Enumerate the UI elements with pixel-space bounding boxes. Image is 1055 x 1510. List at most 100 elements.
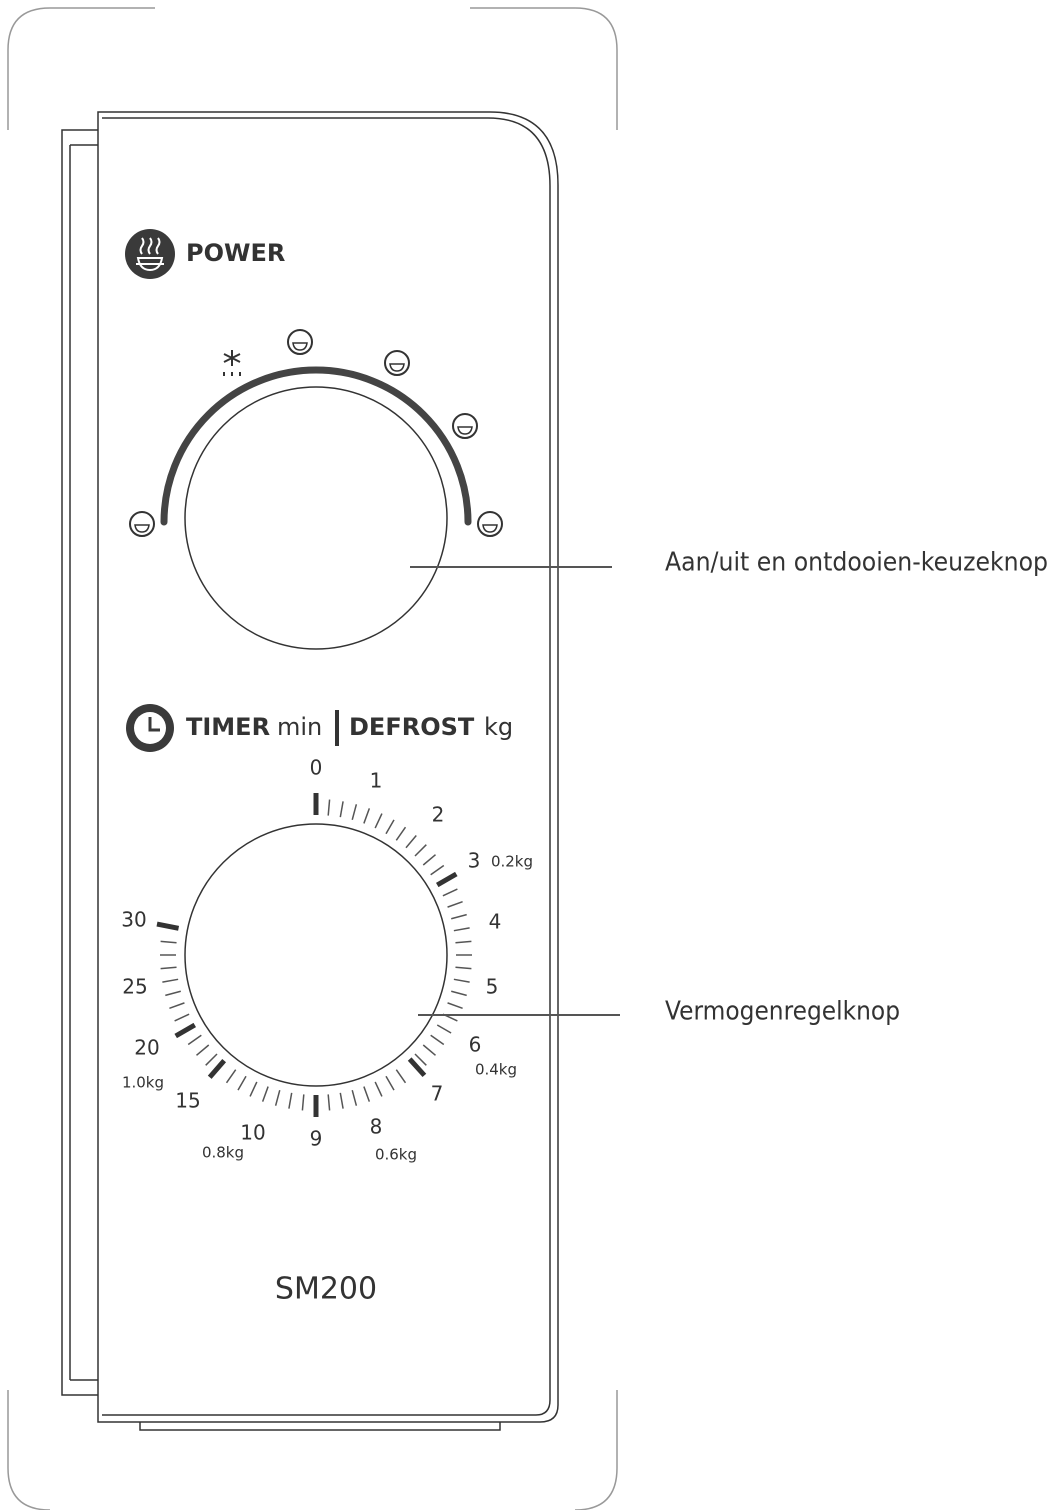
tick	[363, 1086, 371, 1102]
dial-number: 20	[134, 1036, 159, 1060]
tick	[339, 1092, 344, 1109]
power-level-icon	[452, 413, 478, 439]
tick	[187, 1034, 202, 1046]
power-icon	[125, 229, 175, 279]
dial-number: 6	[469, 1033, 482, 1057]
tick	[249, 1081, 258, 1097]
bowl	[482, 524, 498, 533]
dial-number: 15	[175, 1089, 200, 1113]
dial-number: 10	[240, 1121, 265, 1145]
tick	[274, 1090, 281, 1106]
callout-label: Aan/uit en ontdooien-keuzeknop	[665, 548, 1048, 578]
tick	[327, 1094, 331, 1111]
dial-number: 1	[370, 769, 383, 793]
weight-label: 0.8kg	[202, 1144, 244, 1162]
tick	[395, 826, 407, 841]
weight-label: 1.0kg	[122, 1074, 164, 1092]
tick	[237, 1075, 247, 1091]
tick	[385, 1075, 395, 1091]
tick	[407, 1057, 427, 1078]
tick	[261, 1086, 269, 1102]
defrost-label: DEFROST	[349, 713, 475, 741]
separator	[335, 710, 339, 746]
tick	[447, 1002, 463, 1010]
tick	[455, 966, 472, 970]
timer-ticks	[156, 793, 472, 1117]
power-level-icon	[129, 511, 155, 537]
power-arc	[160, 366, 472, 526]
tick	[435, 871, 458, 888]
tick	[436, 1024, 452, 1034]
tick	[301, 1094, 305, 1111]
tick	[160, 966, 177, 970]
tick	[165, 990, 181, 997]
tick	[455, 940, 472, 944]
power-level-icon	[384, 350, 410, 376]
dial-number: 2	[432, 803, 445, 827]
callout-label: Vermogenregelknop	[665, 997, 900, 1027]
tick	[225, 1069, 237, 1084]
tick	[156, 921, 180, 931]
weight-label: 0.4kg	[475, 1061, 517, 1079]
power-level-icon	[287, 329, 313, 355]
snowflake-icon	[223, 350, 241, 376]
tick	[385, 819, 395, 835]
tick	[351, 1090, 358, 1106]
tick	[162, 978, 179, 983]
tick	[374, 813, 383, 829]
timer-knob	[184, 823, 448, 1087]
panel-outline	[61, 111, 559, 1431]
dial-number: 0	[310, 756, 323, 780]
tick	[174, 1013, 190, 1022]
tick	[351, 804, 358, 820]
bowl	[457, 426, 473, 435]
bowl	[389, 363, 405, 372]
tick	[169, 1002, 185, 1010]
tick	[430, 864, 445, 876]
tick	[363, 808, 371, 824]
tick	[451, 990, 467, 997]
tick	[447, 900, 463, 908]
bowl	[134, 524, 150, 533]
tick	[395, 1069, 407, 1084]
tick	[405, 835, 417, 849]
dial-number: 30	[121, 908, 146, 932]
tick	[174, 1022, 197, 1039]
dial-number: 3	[468, 849, 481, 873]
tick	[414, 1053, 427, 1066]
dial-number: 9	[310, 1127, 323, 1151]
tick	[451, 913, 467, 920]
model-name: SM200	[275, 1272, 377, 1307]
tick	[430, 1034, 445, 1046]
timer-unit: min	[277, 713, 322, 741]
tick	[205, 1053, 218, 1066]
tick	[374, 1081, 383, 1097]
power-level-icon	[477, 511, 503, 537]
bowl	[292, 342, 308, 351]
dial-number: 8	[370, 1115, 383, 1139]
tick	[288, 1092, 293, 1109]
tick	[207, 1059, 227, 1079]
tick	[453, 978, 470, 983]
dial-number: 7	[431, 1082, 444, 1106]
tick	[422, 854, 436, 866]
power-knob	[184, 386, 448, 650]
timer-label: TIMER	[186, 713, 270, 741]
tick	[327, 799, 331, 816]
tick	[339, 801, 344, 818]
power-level-icons	[129, 329, 503, 537]
tick	[422, 1044, 436, 1056]
timer-icon	[126, 704, 174, 752]
tick	[414, 844, 427, 857]
dial-number: 25	[122, 975, 147, 999]
dial-number: 4	[489, 910, 502, 934]
tick	[453, 927, 470, 932]
tick	[160, 940, 177, 944]
weight-label: 0.2kg	[491, 853, 533, 871]
power-label: POWER	[186, 239, 285, 267]
dial-number: 5	[486, 975, 499, 999]
tick	[442, 888, 458, 897]
defrost-unit: kg	[484, 713, 513, 741]
outer-frame	[7, 7, 618, 1510]
